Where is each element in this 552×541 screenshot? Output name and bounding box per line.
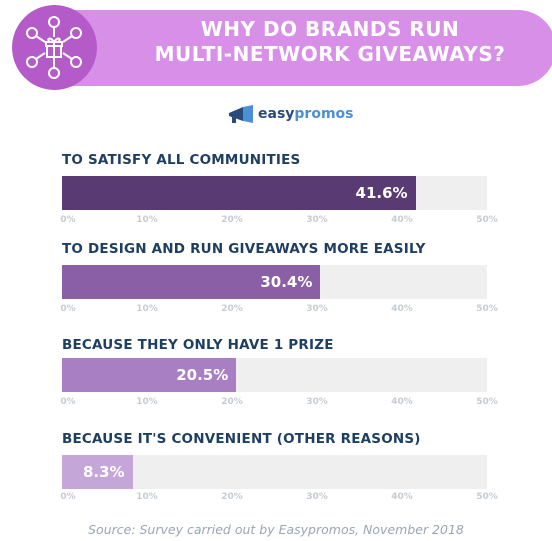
bar — [62, 265, 321, 299]
bar-track: 41.6% — [62, 176, 487, 210]
x-tick-label: 50% — [476, 397, 498, 407]
x-tick-label: 30% — [306, 215, 328, 225]
header: WHY DO BRANDS RUN MULTI-NETWORK GIVEAWAY… — [12, 5, 552, 90]
logo-text-promos: promos — [294, 106, 354, 122]
x-tick-label: 0% — [60, 492, 76, 502]
x-axis-ticks: 0% 10% 20% 30% 40% 50% — [60, 397, 497, 409]
x-axis-ticks: 0% 10% 20% 30% 40% 50% — [60, 492, 497, 504]
bar — [62, 176, 416, 210]
x-tick-label: 30% — [306, 492, 328, 502]
x-tick-label: 30% — [306, 304, 328, 314]
x-tick-label: 40% — [391, 215, 413, 225]
x-tick-label: 30% — [306, 397, 328, 407]
bar — [62, 358, 237, 392]
source-note: Source: Survey carried out by Easypromos… — [88, 522, 464, 537]
x-tick-label: 50% — [476, 492, 498, 502]
page-title: WHY DO BRANDS RUN MULTI-NETWORK GIVEAWAY… — [130, 17, 530, 67]
x-tick-label: 10% — [136, 492, 158, 502]
x-tick-label: 40% — [391, 397, 413, 407]
bar-track: 8.3% — [62, 455, 487, 489]
x-tick-label: 20% — [221, 215, 243, 225]
question-label: BECAUSE IT'S CONVENIENT (OTHER REASONS) — [62, 431, 421, 447]
x-tick-label: 40% — [391, 492, 413, 502]
x-tick-label: 10% — [136, 304, 158, 314]
x-tick-label: 50% — [476, 304, 498, 314]
x-axis-ticks: 0% 10% 20% 30% 40% 50% — [60, 215, 497, 227]
gift-network-icon — [26, 16, 82, 79]
bar — [62, 455, 133, 489]
x-tick-label: 20% — [221, 492, 243, 502]
bar-value-label: 20.5% — [176, 366, 229, 384]
x-tick-label: 0% — [60, 215, 76, 225]
question-label: TO DESIGN AND RUN GIVEAWAYS MORE EASILY — [62, 241, 426, 257]
megaphone-icon — [229, 105, 253, 123]
x-tick-label: 20% — [221, 397, 243, 407]
question-label: BECAUSE THEY ONLY HAVE 1 PRIZE — [62, 337, 334, 353]
x-tick-label: 20% — [221, 304, 243, 314]
question-label: TO SATISFY ALL COMMUNITIES — [62, 152, 301, 168]
x-tick-label: 50% — [476, 215, 498, 225]
logo-text: easypromos — [258, 106, 354, 122]
title-banner — [52, 10, 552, 86]
logo-text-easy: easy — [258, 106, 295, 122]
x-axis-ticks: 0% 10% 20% 30% 40% 50% — [60, 304, 497, 316]
bar-track: 20.5% — [62, 358, 487, 392]
x-tick-label: 10% — [136, 397, 158, 407]
title-line-1: WHY DO BRANDS RUN — [200, 17, 460, 41]
x-tick-label: 0% — [60, 304, 76, 314]
bar-value-label: 41.6% — [355, 184, 408, 202]
icon-circle — [12, 5, 97, 90]
x-tick-label: 0% — [60, 397, 76, 407]
bar-value-label: 8.3% — [82, 463, 125, 481]
bar-value-label: 30.4% — [260, 273, 313, 291]
x-tick-label: 10% — [136, 215, 158, 225]
x-tick-label: 40% — [391, 304, 413, 314]
bar-track: 30.4% — [62, 265, 487, 299]
title-line-2: MULTI-NETWORK GIVEAWAYS? — [154, 42, 506, 66]
